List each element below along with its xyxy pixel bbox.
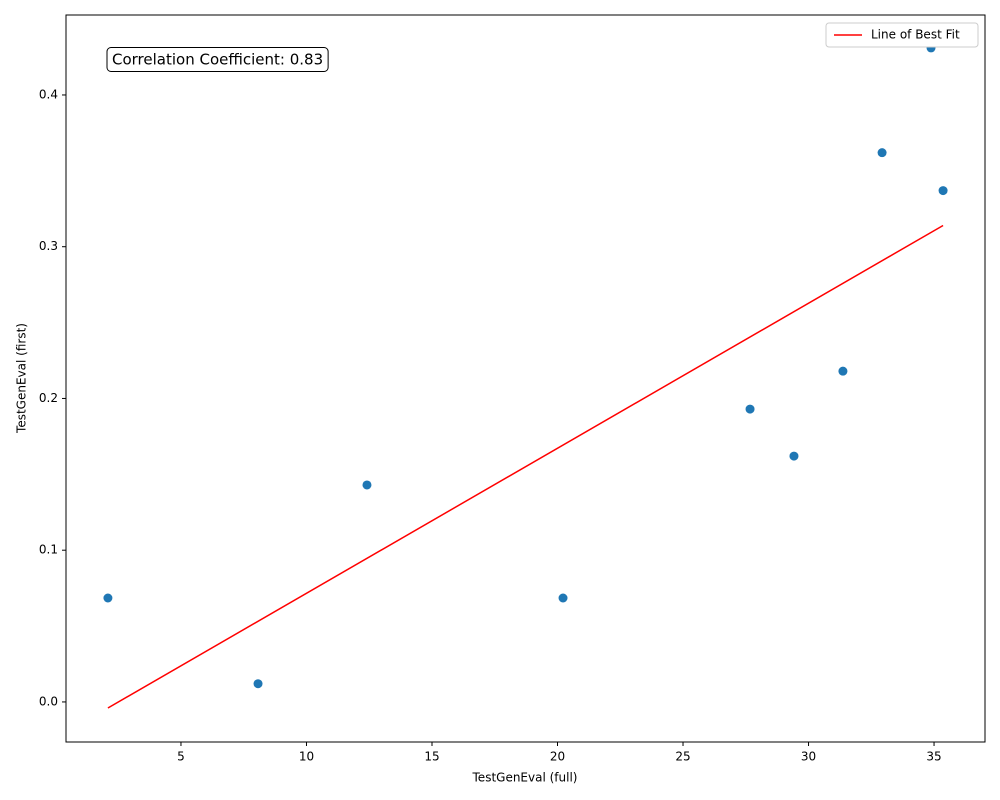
scatter-point — [745, 404, 755, 414]
scatter-point — [838, 366, 848, 376]
annotation-box — [106, 47, 329, 72]
x-axis-label: TestGenEval (full) — [472, 771, 578, 785]
y-axis-label: TestGenEval (first) — [15, 323, 29, 434]
scatter-point — [558, 593, 568, 603]
scatter-point — [253, 679, 263, 689]
x-tick-label: 10 — [299, 750, 314, 764]
scatter-point — [789, 451, 799, 461]
y-tick-label: 0.2 — [39, 391, 58, 405]
x-tick-label: 25 — [675, 750, 690, 764]
y-tick-label: 0.4 — [39, 87, 58, 101]
x-tick-label: 35 — [926, 750, 941, 764]
x-tick-label: 30 — [801, 750, 816, 764]
scatter-point — [938, 186, 948, 196]
x-tick-label: 15 — [424, 750, 439, 764]
annotation: Correlation Coefficient: 0.83 — [112, 51, 323, 69]
x-tick-label: 5 — [177, 750, 185, 764]
legend-box — [825, 22, 979, 48]
scatter-point — [362, 480, 372, 490]
scatter-point — [877, 148, 887, 158]
legend-label: Line of Best Fit — [871, 28, 960, 42]
y-tick-label: 0.0 — [39, 694, 58, 708]
plot-frame — [65, 14, 986, 743]
y-tick-label: 0.1 — [39, 543, 58, 557]
x-tick-label: 20 — [550, 750, 565, 764]
fit-line — [107, 224, 944, 709]
scatter-point — [103, 593, 113, 603]
y-tick-label: 0.3 — [39, 239, 58, 253]
